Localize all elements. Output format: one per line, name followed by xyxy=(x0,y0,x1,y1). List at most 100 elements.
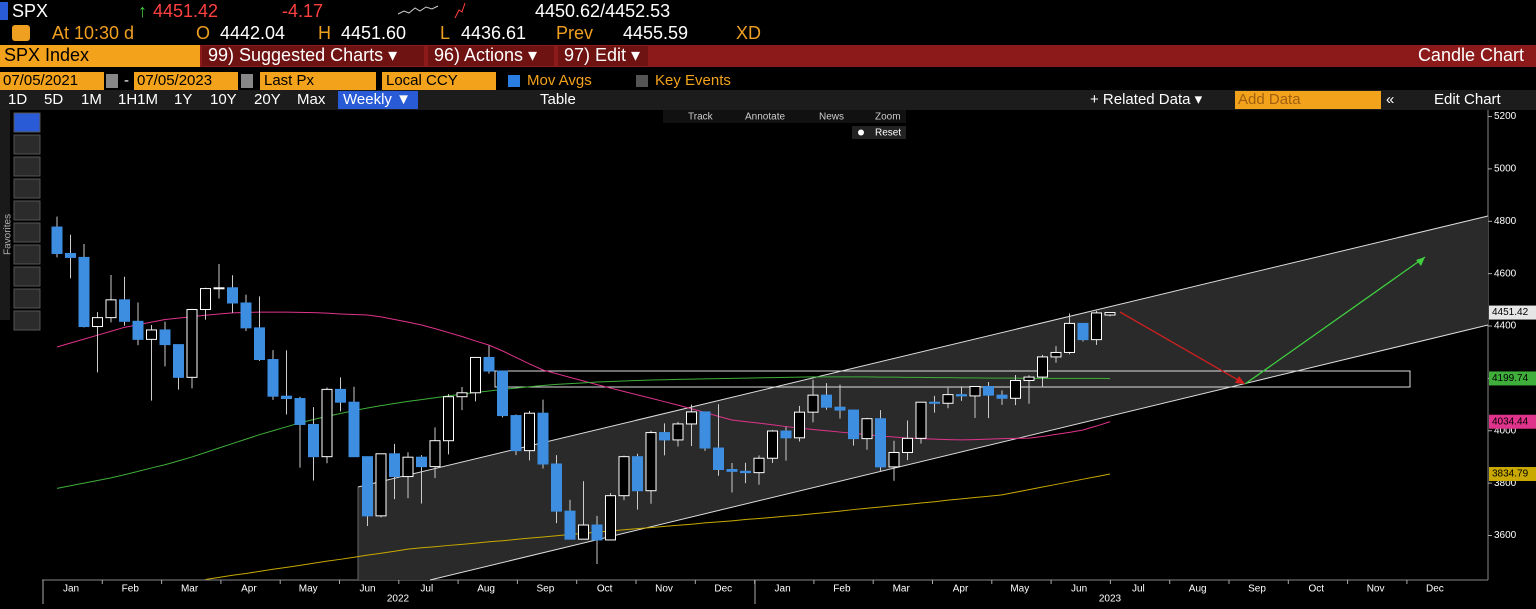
tool-icon[interactable] xyxy=(13,200,41,221)
calendar-icon[interactable] xyxy=(106,74,118,88)
security[interactable]: SPX Index xyxy=(4,45,89,65)
end-date-box[interactable] xyxy=(134,72,238,90)
tool-icon[interactable] xyxy=(13,156,41,177)
collapse[interactable]: « xyxy=(1386,91,1394,108)
candle-body xyxy=(713,447,724,471)
period-button[interactable]: 10Y xyxy=(210,91,237,108)
reset-box[interactable] xyxy=(852,126,906,139)
table[interactable]: Table xyxy=(540,91,576,108)
period-button[interactable]: 1M xyxy=(81,91,102,108)
period-button[interactable]: 1D xyxy=(8,91,27,108)
candle-body xyxy=(821,394,832,408)
security-box[interactable] xyxy=(0,45,200,67)
tool-icon[interactable] xyxy=(13,178,41,199)
candle-body xyxy=(726,469,738,472)
menu-tab[interactable] xyxy=(428,46,554,66)
period-button[interactable]: 1H1M xyxy=(118,91,158,108)
candle-body xyxy=(92,317,103,328)
x-tick-label: Aug xyxy=(477,584,495,595)
candle-body xyxy=(105,299,117,319)
candle-body xyxy=(848,409,859,440)
candle-body xyxy=(240,302,252,329)
currency[interactable]: Local CCY xyxy=(386,72,458,89)
candle-body xyxy=(416,456,427,468)
candle-body xyxy=(686,411,697,425)
menu-item[interactable]: 96) Actions ▾ xyxy=(434,45,537,65)
period-button[interactable]: Max xyxy=(297,91,326,108)
candle-body xyxy=(321,388,333,458)
tool-icon[interactable] xyxy=(13,222,41,243)
candle-body xyxy=(483,356,495,372)
candle-body xyxy=(335,388,346,403)
candle-body xyxy=(1091,312,1102,341)
menu-tab[interactable] xyxy=(202,46,424,66)
candle-body xyxy=(308,423,319,458)
last-value-label: 4034.44 xyxy=(1492,416,1529,427)
candle-body xyxy=(902,437,913,453)
currency-box[interactable] xyxy=(382,72,496,90)
x-tick-label: Apr xyxy=(241,584,257,595)
tool-icon[interactable] xyxy=(13,310,41,331)
start-date[interactable]: 07/05/2021 xyxy=(3,72,78,89)
candle-body xyxy=(699,411,711,449)
last-value-tag xyxy=(1489,467,1536,482)
candle-body xyxy=(119,299,130,322)
candle-body xyxy=(618,456,630,497)
period-button[interactable]: 20Y xyxy=(254,91,281,108)
ticker-marker xyxy=(0,2,8,20)
key-events-checkbox[interactable] xyxy=(636,75,648,87)
edit-chart[interactable]: Edit Chart xyxy=(1434,91,1502,108)
down-arrow xyxy=(1119,311,1246,385)
chart-tool[interactable]: News xyxy=(819,112,844,123)
field[interactable]: Last Px xyxy=(264,72,315,89)
key-events[interactable]: Key Events xyxy=(655,72,731,89)
tool-icon[interactable] xyxy=(13,134,41,155)
candle-body xyxy=(767,430,778,459)
candle-body xyxy=(942,394,954,404)
period-button[interactable]: 1Y xyxy=(174,91,192,108)
last-value-label: 4451.42 xyxy=(1492,307,1529,318)
start-date-box[interactable] xyxy=(0,72,104,90)
menu-item[interactable]: 99) Suggested Charts ▾ xyxy=(208,45,397,65)
chart-tool[interactable]: Track xyxy=(688,112,714,123)
change: -4.17 xyxy=(282,1,323,21)
y-tick-label: 4600 xyxy=(1494,268,1517,279)
tool-icon[interactable] xyxy=(13,288,41,309)
related-data[interactable]: + Related Data ▾ xyxy=(1090,91,1203,108)
mov-avgs-checkbox[interactable] xyxy=(508,75,520,87)
period-button[interactable]: 5D xyxy=(44,91,63,108)
candle-body xyxy=(267,359,279,397)
end-date[interactable]: 07/05/2023 xyxy=(137,72,212,89)
mov-avgs[interactable]: Mov Avgs xyxy=(527,72,592,89)
y-tick-label: 5000 xyxy=(1494,164,1517,175)
x-tick-label: Jul xyxy=(420,584,433,595)
menu-item[interactable]: 97) Edit ▾ xyxy=(564,45,640,65)
candle-body xyxy=(281,395,292,400)
frequency[interactable]: Weekly ▼ xyxy=(343,91,411,108)
chart-tool[interactable]: Zoom xyxy=(875,112,901,123)
candle-body xyxy=(200,288,211,311)
high-value: 4451.60 xyxy=(341,23,406,43)
field-box[interactable] xyxy=(260,72,376,90)
favorites[interactable]: Favorites xyxy=(3,214,14,255)
add-data[interactable]: Add Data xyxy=(1238,91,1301,108)
candle-body xyxy=(564,510,576,540)
frequency-box[interactable] xyxy=(338,91,418,109)
add-data-box[interactable] xyxy=(1235,91,1381,109)
calendar-icon[interactable] xyxy=(241,74,253,88)
tool-icon[interactable] xyxy=(13,266,41,287)
menu-tab[interactable] xyxy=(558,46,648,66)
x-tick-label: Jan xyxy=(63,584,79,595)
candle-body xyxy=(146,329,157,340)
candle-body xyxy=(227,287,238,304)
candle-body xyxy=(1023,376,1035,381)
tool-icon[interactable] xyxy=(13,244,41,265)
reset[interactable]: Reset xyxy=(875,128,901,139)
candle-body xyxy=(740,470,751,474)
candle-body xyxy=(537,412,549,465)
x-tick-label: Jan xyxy=(775,584,791,595)
tool-icon[interactable] xyxy=(13,112,41,133)
reset-icon[interactable] xyxy=(858,129,864,136)
candle-body xyxy=(794,411,805,439)
chart-tool[interactable]: Annotate xyxy=(745,112,785,123)
